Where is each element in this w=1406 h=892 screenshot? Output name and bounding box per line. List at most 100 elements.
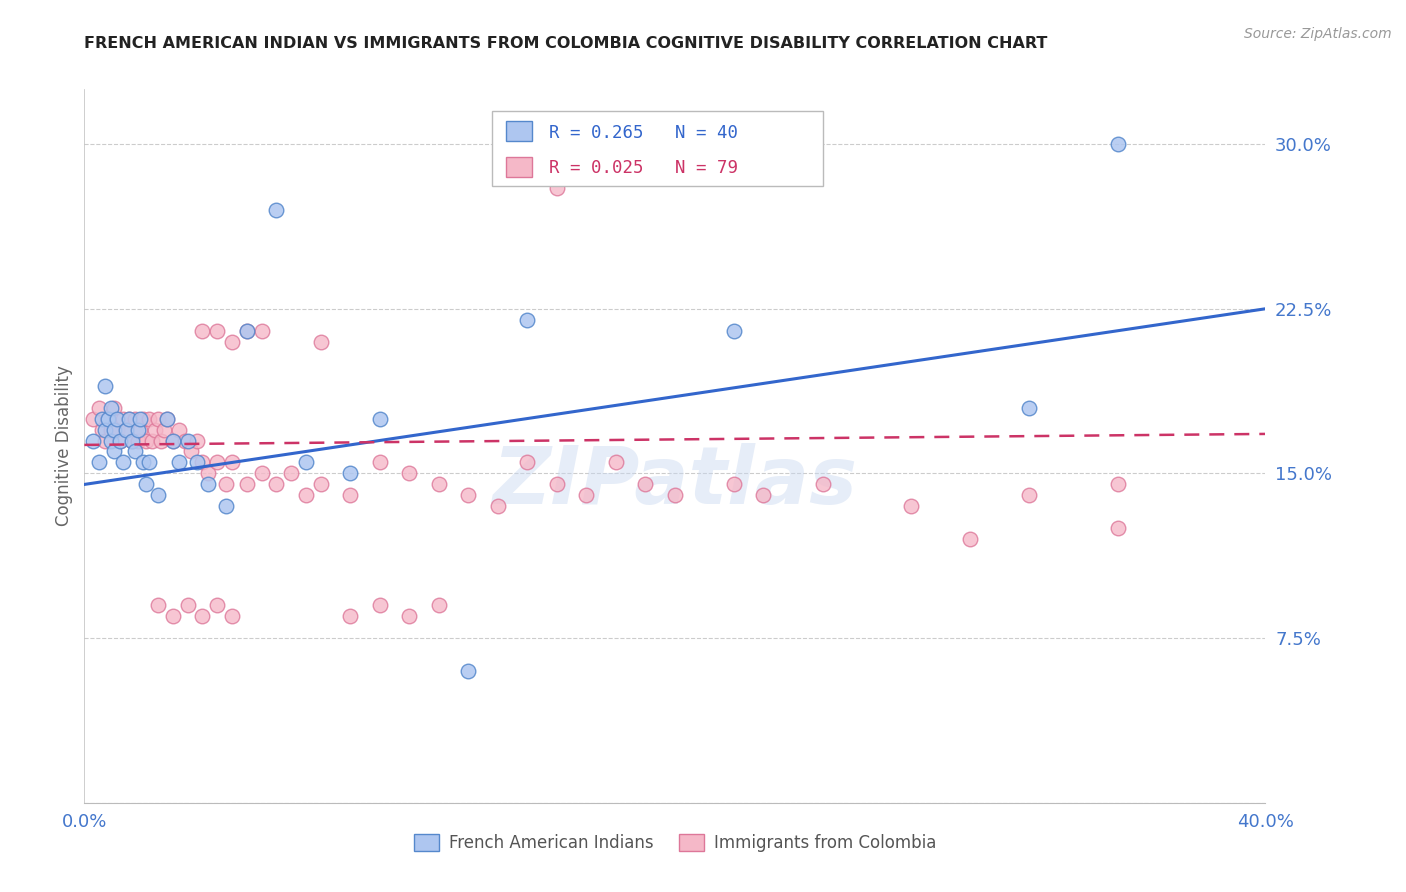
Point xyxy=(167,455,190,469)
Point xyxy=(148,488,170,502)
Point xyxy=(723,324,745,338)
Point xyxy=(124,411,146,425)
Point xyxy=(97,411,120,425)
Point xyxy=(1107,477,1129,491)
Point xyxy=(100,423,122,437)
Point xyxy=(339,609,361,624)
Point xyxy=(959,533,981,547)
Point xyxy=(121,434,143,448)
Point xyxy=(207,455,229,469)
Point xyxy=(266,477,288,491)
Point xyxy=(105,423,128,437)
Point xyxy=(100,434,122,448)
Point xyxy=(114,423,136,437)
Point xyxy=(108,434,131,448)
Point xyxy=(180,444,202,458)
Point xyxy=(309,334,332,349)
Point xyxy=(97,411,120,425)
Bar xyxy=(506,157,531,177)
Point xyxy=(177,434,200,448)
Point xyxy=(197,467,219,481)
Text: R = 0.265: R = 0.265 xyxy=(548,124,643,142)
Point xyxy=(150,434,173,448)
Point xyxy=(215,477,238,491)
Point xyxy=(516,312,538,326)
Point xyxy=(105,411,128,425)
Point xyxy=(546,477,568,491)
Point xyxy=(398,467,420,481)
Point xyxy=(114,423,136,437)
Point xyxy=(207,324,229,338)
Point xyxy=(900,500,922,514)
Point xyxy=(295,455,318,469)
Point xyxy=(457,488,479,502)
Point xyxy=(811,477,834,491)
Point xyxy=(516,455,538,469)
Point xyxy=(191,455,214,469)
Point xyxy=(129,423,152,437)
Point xyxy=(94,378,117,392)
Text: N = 40: N = 40 xyxy=(675,124,738,142)
FancyBboxPatch shape xyxy=(492,111,823,186)
Text: R = 0.025: R = 0.025 xyxy=(548,160,643,178)
Point xyxy=(1107,137,1129,152)
Point xyxy=(191,609,214,624)
Point xyxy=(129,411,152,425)
Point xyxy=(1018,401,1040,415)
Point xyxy=(186,455,208,469)
Point xyxy=(124,444,146,458)
Point xyxy=(87,401,111,415)
Point xyxy=(236,477,259,491)
Point xyxy=(723,477,745,491)
Point xyxy=(236,324,259,338)
Point xyxy=(546,181,568,195)
Point xyxy=(132,411,155,425)
Point xyxy=(634,477,657,491)
Point xyxy=(221,455,243,469)
Point xyxy=(280,467,302,481)
Point xyxy=(427,598,450,612)
Point xyxy=(173,434,195,448)
Text: FRENCH AMERICAN INDIAN VS IMMIGRANTS FROM COLOMBIA COGNITIVE DISABILITY CORRELAT: FRENCH AMERICAN INDIAN VS IMMIGRANTS FRO… xyxy=(84,36,1047,51)
Point xyxy=(162,434,184,448)
Point xyxy=(339,467,361,481)
Point xyxy=(94,423,117,437)
Point xyxy=(186,434,208,448)
Point xyxy=(141,434,163,448)
Point xyxy=(398,609,420,624)
Point xyxy=(575,488,598,502)
Point xyxy=(368,411,391,425)
Point xyxy=(91,411,114,425)
Point xyxy=(191,324,214,338)
Point xyxy=(250,467,273,481)
Point xyxy=(162,609,184,624)
Point xyxy=(162,434,184,448)
Point xyxy=(664,488,686,502)
Point xyxy=(156,411,179,425)
Text: Source: ZipAtlas.com: Source: ZipAtlas.com xyxy=(1244,27,1392,41)
Text: N = 79: N = 79 xyxy=(675,160,738,178)
Point xyxy=(752,488,775,502)
Point xyxy=(167,423,190,437)
Point xyxy=(143,423,166,437)
Point xyxy=(221,609,243,624)
Point xyxy=(368,455,391,469)
Point xyxy=(148,598,170,612)
Point xyxy=(250,324,273,338)
Point xyxy=(87,455,111,469)
Point xyxy=(1018,488,1040,502)
Point xyxy=(135,477,157,491)
Point xyxy=(127,434,149,448)
Legend: French American Indians, Immigrants from Colombia: French American Indians, Immigrants from… xyxy=(408,827,942,859)
Point xyxy=(91,423,114,437)
Point xyxy=(94,434,117,448)
Y-axis label: Cognitive Disability: Cognitive Disability xyxy=(55,366,73,526)
Point xyxy=(457,664,479,678)
Point xyxy=(153,423,176,437)
Point xyxy=(197,477,219,491)
Point xyxy=(118,411,141,425)
Point xyxy=(1107,521,1129,535)
Text: ZIPatlas: ZIPatlas xyxy=(492,442,858,521)
Point xyxy=(221,334,243,349)
Point xyxy=(121,434,143,448)
